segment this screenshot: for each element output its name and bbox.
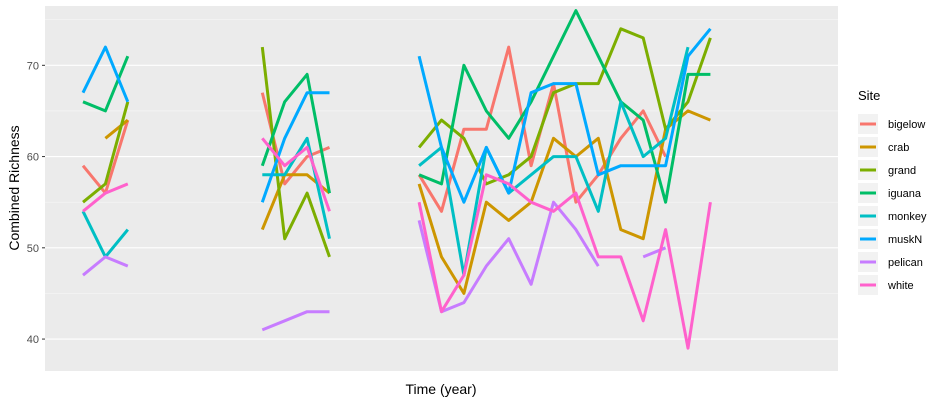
legend-label-white: white bbox=[887, 280, 914, 292]
y-tick-label: 60 bbox=[27, 152, 39, 164]
y-axis-ticks: 40 50 60 70 bbox=[27, 60, 45, 346]
series-line-muskN bbox=[81, 27, 712, 204]
series-line-iguana bbox=[82, 9, 711, 204]
legend-label-muskN: muskN bbox=[888, 234, 922, 246]
y-axis-title: Combined Richness bbox=[6, 125, 22, 250]
grid-lines bbox=[45, 19, 838, 340]
legend-title: Site bbox=[858, 88, 880, 103]
series-line-pelican bbox=[82, 200, 667, 332]
x-axis-title: Time (year) bbox=[405, 381, 476, 397]
legend-label-pelican: pelican bbox=[888, 257, 923, 269]
y-tick-label: 40 bbox=[27, 334, 39, 346]
plot-panel bbox=[45, 6, 838, 371]
series-lines bbox=[81, 9, 712, 350]
legend-label-bigelow: bigelow bbox=[888, 119, 925, 131]
legend-label-grand: grand bbox=[888, 165, 916, 177]
legend: Site bigelow crab grand iguana monkey muskN pe… bbox=[858, 88, 927, 295]
legend-label-monkey: monkey bbox=[888, 211, 927, 223]
y-tick-label: 70 bbox=[27, 60, 39, 72]
legend-label-crab: crab bbox=[888, 142, 909, 154]
y-tick-label: 50 bbox=[27, 243, 39, 255]
series-line-white bbox=[82, 137, 712, 350]
series-line-grand bbox=[82, 27, 712, 258]
legend-label-iguana: iguana bbox=[888, 188, 922, 200]
